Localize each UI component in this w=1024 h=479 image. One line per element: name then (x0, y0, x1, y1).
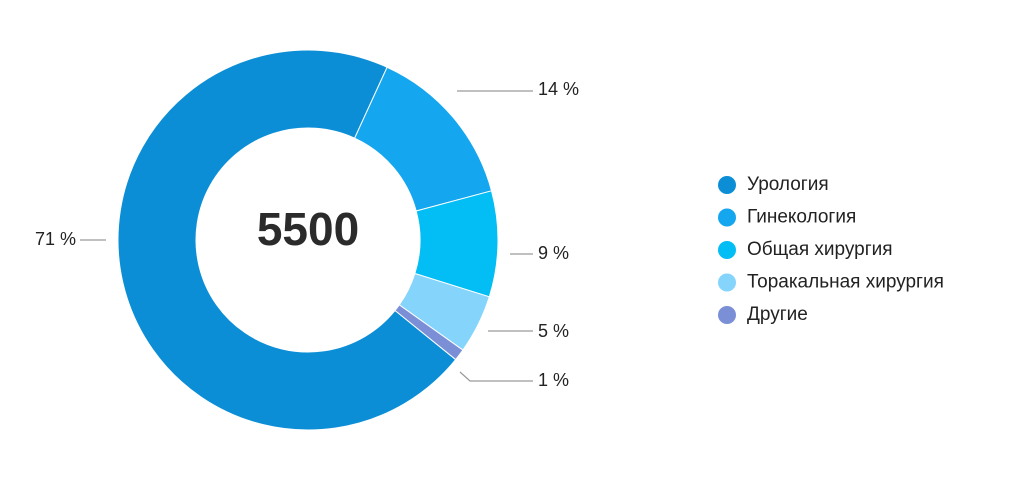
legend-label: Торакальная хирургия (747, 272, 944, 293)
legend-swatch (718, 306, 736, 324)
donut-slice (117, 49, 457, 431)
legend-label: Гинекология (747, 207, 856, 228)
legend-label: Общая хирургия (747, 239, 893, 260)
legend-swatch (718, 208, 736, 227)
legend-swatch (718, 241, 736, 259)
value-label: 14 % (538, 79, 579, 99)
legend-label: Урология (747, 174, 829, 195)
value-label: 5 % (538, 321, 569, 341)
center-total: 5500 (257, 203, 359, 255)
leader-line (459, 371, 533, 382)
value-label: 71 % (35, 229, 76, 249)
legend-swatch (718, 176, 736, 194)
donut-slice (394, 304, 464, 361)
value-label: 9 % (538, 243, 569, 263)
legend-swatch (718, 273, 736, 292)
legend-label: Другие (747, 304, 808, 325)
value-label: 1 % (538, 370, 569, 390)
